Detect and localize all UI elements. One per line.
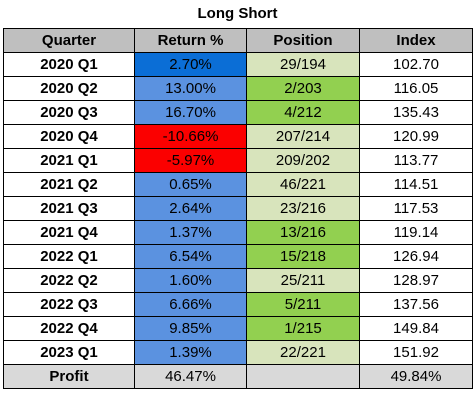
quarter-cell: 2022 Q1: [3, 244, 135, 269]
quarter-cell: 2020 Q4: [3, 124, 135, 149]
table-row: 2021 Q4 1.37% 13/216 119.14: [3, 220, 473, 245]
quarter-cell: 2021 Q2: [3, 172, 135, 197]
return-cell: 1.60%: [134, 268, 247, 293]
table-row: 2020 Q2 13.00% 2/203 116.05: [3, 76, 473, 101]
table-row: 2021 Q1 -5.97% 209/202 113.77: [3, 148, 473, 173]
return-cell: 2.70%: [134, 52, 247, 77]
index-cell: 126.94: [359, 244, 473, 269]
index-cell: 151.92: [359, 340, 473, 365]
index-cell: 120.99: [359, 124, 473, 149]
table-row: 2022 Q2 1.60% 25/211 128.97: [3, 268, 473, 293]
header-position: Position: [246, 28, 360, 53]
table-row: 2020 Q4 -10.66% 207/214 120.99: [3, 124, 473, 149]
quarter-cell: 2020 Q1: [3, 52, 135, 77]
return-cell: 2.64%: [134, 196, 247, 221]
position-cell: 29/194: [246, 52, 360, 77]
return-cell: 9.85%: [134, 316, 247, 341]
return-cell: 13.00%: [134, 76, 247, 101]
position-cell: 4/212: [246, 100, 360, 125]
header-row: Quarter Return % Position Index: [3, 28, 473, 53]
index-cell: 119.14: [359, 220, 473, 245]
profit-row: Profit 46.47% 49.84%: [3, 364, 473, 389]
position-cell: 23/216: [246, 196, 360, 221]
table-title: Long Short: [197, 5, 278, 22]
quarter-cell: 2022 Q2: [3, 268, 135, 293]
return-cell: 1.39%: [134, 340, 247, 365]
quarter-cell: 2022 Q3: [3, 292, 135, 317]
position-cell: 207/214: [246, 124, 360, 149]
index-cell: 128.97: [359, 268, 473, 293]
index-cell: 113.77: [359, 148, 473, 173]
profit-position: [246, 364, 360, 389]
position-cell: 13/216: [246, 220, 360, 245]
position-cell: 209/202: [246, 148, 360, 173]
profit-index: 49.84%: [359, 364, 473, 389]
return-cell: 0.65%: [134, 172, 247, 197]
position-cell: 46/221: [246, 172, 360, 197]
return-cell: 6.54%: [134, 244, 247, 269]
table-row: 2021 Q3 2.64% 23/216 117.53: [3, 196, 473, 221]
quarter-cell: 2021 Q4: [3, 220, 135, 245]
index-cell: 102.70: [359, 52, 473, 77]
index-cell: 114.51: [359, 172, 473, 197]
position-cell: 25/211: [246, 268, 360, 293]
position-cell: 1/215: [246, 316, 360, 341]
long-short-table: Quarter Return % Position Index 2020 Q1 2…: [3, 28, 473, 389]
return-cell: -5.97%: [134, 148, 247, 173]
header-return: Return %: [134, 28, 247, 53]
position-cell: 22/221: [246, 340, 360, 365]
table-row: 2022 Q3 6.66% 5/211 137.56: [3, 292, 473, 317]
profit-return: 46.47%: [134, 364, 247, 389]
return-cell: 6.66%: [134, 292, 247, 317]
quarter-cell: 2021 Q3: [3, 196, 135, 221]
return-cell: 1.37%: [134, 220, 247, 245]
quarter-cell: 2020 Q3: [3, 100, 135, 125]
table-row: 2022 Q1 6.54% 15/218 126.94: [3, 244, 473, 269]
position-cell: 15/218: [246, 244, 360, 269]
header-index: Index: [359, 28, 473, 53]
position-cell: 5/211: [246, 292, 360, 317]
quarter-cell: 2022 Q4: [3, 316, 135, 341]
index-cell: 149.84: [359, 316, 473, 341]
profit-label: Profit: [3, 364, 135, 389]
quarter-cell: 2023 Q1: [3, 340, 135, 365]
table-row: 2023 Q1 1.39% 22/221 151.92: [3, 340, 473, 365]
return-cell: -10.66%: [134, 124, 247, 149]
position-cell: 2/203: [246, 76, 360, 101]
return-cell: 16.70%: [134, 100, 247, 125]
table-row: 2020 Q3 16.70% 4/212 135.43: [3, 100, 473, 125]
table-row: 2022 Q4 9.85% 1/215 149.84: [3, 316, 473, 341]
header-quarter: Quarter: [3, 28, 135, 53]
index-cell: 116.05: [359, 76, 473, 101]
index-cell: 117.53: [359, 196, 473, 221]
table-row: 2020 Q1 2.70% 29/194 102.70: [3, 52, 473, 77]
index-cell: 137.56: [359, 292, 473, 317]
table-row: 2021 Q2 0.65% 46/221 114.51: [3, 172, 473, 197]
table-body: 2020 Q1 2.70% 29/194 102.70 2020 Q2 13.00% 2/2…: [3, 52, 473, 365]
quarter-cell: 2021 Q1: [3, 148, 135, 173]
quarter-cell: 2020 Q2: [3, 76, 135, 101]
index-cell: 135.43: [359, 100, 473, 125]
